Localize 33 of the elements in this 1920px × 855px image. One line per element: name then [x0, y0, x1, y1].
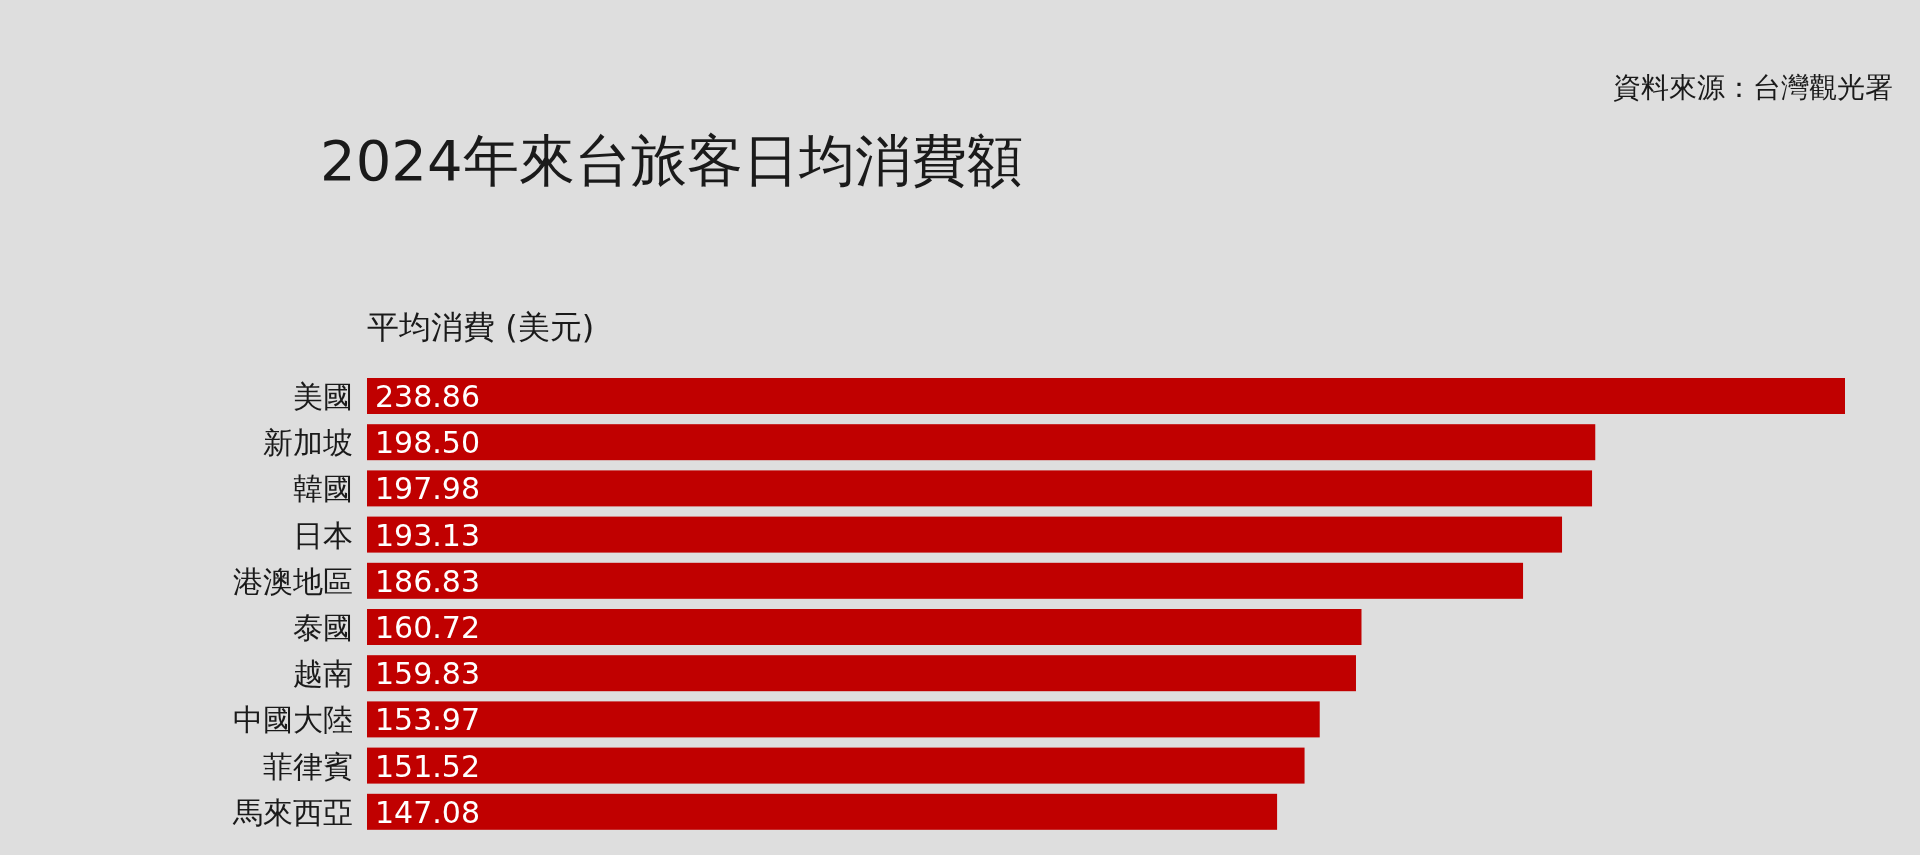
chart-title: 2024年來台旅客日均消費額: [320, 128, 1023, 193]
data-label: 238.86: [375, 379, 480, 414]
y-tick-label: 新加坡: [263, 425, 353, 461]
bar: [367, 516, 1563, 553]
y-tick-label: 韓國: [293, 471, 353, 507]
data-label: 186.83: [375, 563, 480, 599]
y-tick-label: 泰國: [293, 610, 353, 645]
data-label: 159.83: [375, 656, 480, 692]
bar: [367, 562, 1524, 599]
data-label: 160.72: [375, 610, 480, 645]
bar: [367, 609, 1362, 645]
source-note: 資料來源：台灣觀光署: [1613, 71, 1893, 104]
y-tick-label: 美國: [293, 379, 353, 414]
bar: [367, 655, 1356, 692]
data-label: 151.52: [375, 748, 480, 784]
y-tick-label: 港澳地區: [233, 563, 353, 599]
y-tick-label: 馬來西亞: [232, 794, 353, 830]
data-label: 193.13: [375, 517, 480, 553]
y-tick-label: 中國大陸: [233, 702, 353, 738]
x-axis-title: 平均消費 (美元): [367, 308, 595, 346]
bar: [367, 747, 1305, 784]
bar: [367, 470, 1593, 507]
data-label: 153.97: [375, 702, 480, 738]
bar: [367, 424, 1596, 461]
data-label: 198.50: [375, 425, 480, 461]
y-tick-label: 菲律賓: [263, 748, 353, 784]
y-tick-label: 越南: [293, 656, 353, 692]
data-label: 197.98: [375, 471, 480, 507]
bar: [367, 793, 1278, 830]
bar: [367, 701, 1320, 738]
y-tick-label: 日本: [293, 517, 353, 553]
bar: [367, 378, 1845, 414]
data-label: 147.08: [375, 794, 480, 830]
